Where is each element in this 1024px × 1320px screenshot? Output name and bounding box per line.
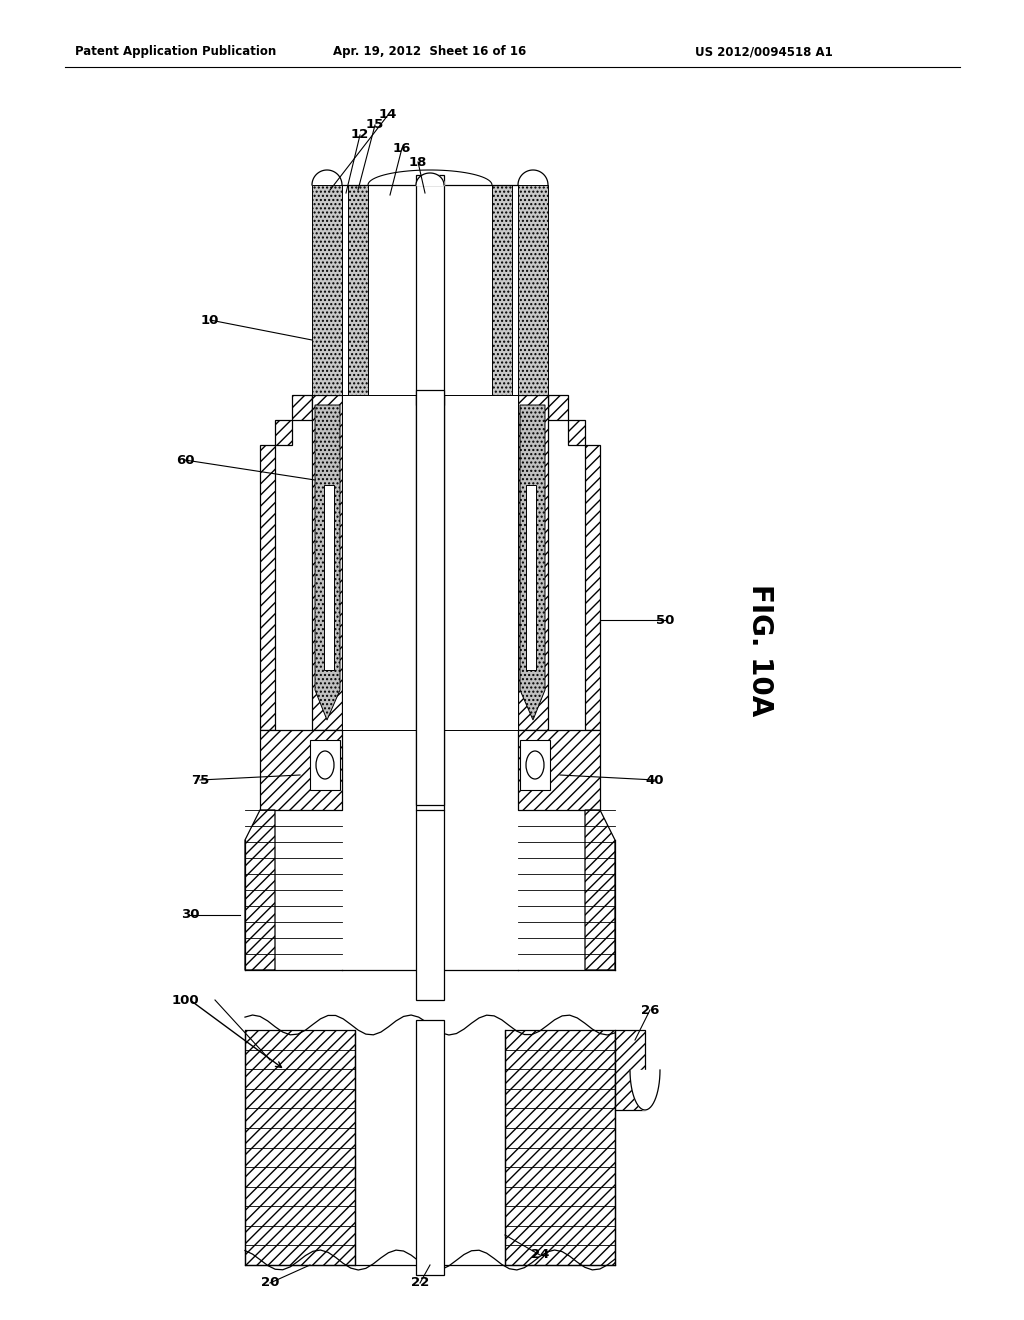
Polygon shape [275, 420, 292, 445]
Text: Patent Application Publication: Patent Application Publication [75, 45, 276, 58]
Polygon shape [518, 395, 548, 730]
Text: FIG. 10A: FIG. 10A [746, 583, 774, 717]
Text: 20: 20 [261, 1276, 280, 1290]
Polygon shape [518, 730, 600, 810]
Bar [348, 185, 368, 395]
Text: 40: 40 [646, 774, 665, 787]
Text: 60: 60 [176, 454, 195, 466]
Polygon shape [245, 810, 275, 970]
Text: 16: 16 [393, 141, 412, 154]
Text: 18: 18 [409, 156, 427, 169]
Ellipse shape [526, 751, 544, 779]
Polygon shape [568, 420, 585, 445]
Text: 15: 15 [366, 119, 384, 132]
Bar [416, 176, 444, 405]
Polygon shape [548, 395, 568, 420]
Text: 30: 30 [181, 908, 200, 921]
Polygon shape [260, 730, 342, 810]
Bar [492, 185, 512, 395]
Polygon shape [312, 395, 342, 730]
Bar [512, 185, 518, 395]
Text: 50: 50 [655, 614, 674, 627]
Text: 22: 22 [411, 1276, 429, 1290]
Text: 75: 75 [190, 774, 209, 787]
Bar [518, 185, 548, 395]
Text: Apr. 19, 2012  Sheet 16 of 16: Apr. 19, 2012 Sheet 16 of 16 [334, 45, 526, 58]
Polygon shape [505, 1030, 615, 1265]
Text: 12: 12 [351, 128, 369, 141]
Bar [416, 1020, 444, 1275]
Polygon shape [245, 1030, 355, 1265]
Bar [526, 484, 536, 671]
Text: US 2012/0094518 A1: US 2012/0094518 A1 [695, 45, 833, 58]
Text: 100: 100 [171, 994, 199, 1006]
Bar [324, 484, 334, 671]
Polygon shape [292, 395, 312, 420]
Text: 24: 24 [530, 1249, 549, 1262]
Bar [368, 185, 492, 395]
Polygon shape [615, 1030, 645, 1110]
Polygon shape [585, 445, 600, 730]
Bar [416, 389, 444, 805]
Bar [312, 185, 342, 395]
Polygon shape [585, 810, 615, 970]
Text: 10: 10 [201, 314, 219, 326]
Text: 14: 14 [379, 108, 397, 121]
Bar [342, 185, 348, 395]
Bar [520, 741, 550, 789]
Bar [342, 395, 518, 730]
Ellipse shape [316, 751, 334, 779]
Polygon shape [260, 445, 275, 730]
Text: 26: 26 [641, 1003, 659, 1016]
Polygon shape [520, 405, 545, 719]
Bar [416, 810, 444, 1001]
Polygon shape [315, 405, 340, 719]
Bar [310, 741, 340, 789]
